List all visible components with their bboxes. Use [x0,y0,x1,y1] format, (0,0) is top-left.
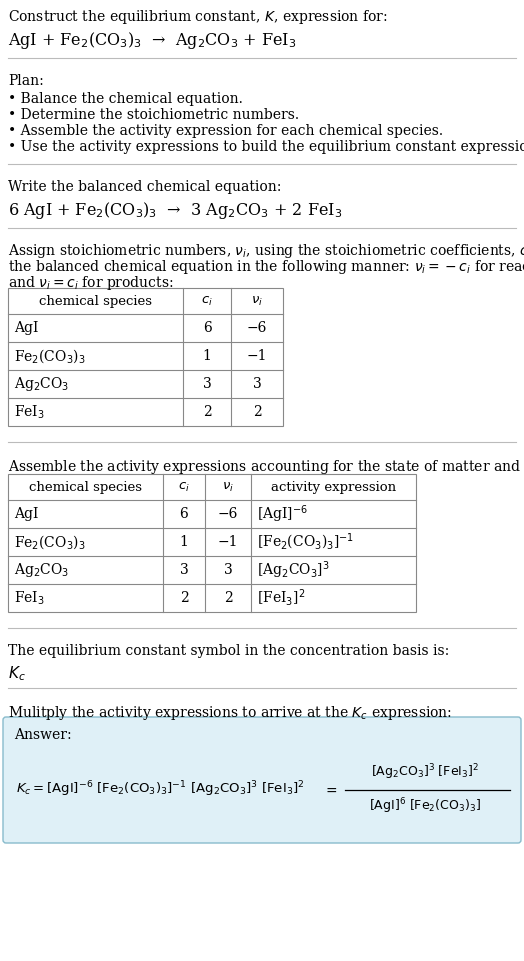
Text: Assemble the activity expressions accounting for the state of matter and $\nu_i$: Assemble the activity expressions accoun… [8,458,524,476]
Text: AgI: AgI [14,321,38,335]
Text: activity expression: activity expression [271,480,396,494]
Bar [8,288,283,426]
Text: • Assemble the activity expression for each chemical species.: • Assemble the activity expression for e… [8,124,443,138]
Text: 2: 2 [203,405,211,419]
Text: 6 AgI + Fe$_2$(CO$_3$)$_3$  →  3 Ag$_2$CO$_3$ + 2 FeI$_3$: 6 AgI + Fe$_2$(CO$_3$)$_3$ → 3 Ag$_2$CO$… [8,200,342,221]
Text: $\nu_i$: $\nu_i$ [222,480,234,494]
FancyBboxPatch shape [3,717,521,843]
Text: Write the balanced chemical equation:: Write the balanced chemical equation: [8,180,281,194]
Text: AgI + Fe$_2$(CO$_3$)$_3$  →  Ag$_2$CO$_3$ + FeI$_3$: AgI + Fe$_2$(CO$_3$)$_3$ → Ag$_2$CO$_3$ … [8,30,297,51]
Text: FeI$_3$: FeI$_3$ [14,404,45,421]
Text: Ag$_2$CO$_3$: Ag$_2$CO$_3$ [14,375,69,393]
Text: −1: −1 [218,535,238,549]
Text: −1: −1 [247,349,267,363]
Text: FeI$_3$: FeI$_3$ [14,589,45,606]
Text: 2: 2 [253,405,261,419]
Text: Assign stoichiometric numbers, $\nu_i$, using the stoichiometric coefficients, $: Assign stoichiometric numbers, $\nu_i$, … [8,242,524,260]
Text: 3: 3 [180,563,188,577]
Text: 3: 3 [253,377,261,391]
Text: [FeI$_3$]$^2$: [FeI$_3$]$^2$ [257,587,305,608]
Text: 3: 3 [224,563,232,577]
Text: 2: 2 [224,591,232,605]
Text: Ag$_2$CO$_3$: Ag$_2$CO$_3$ [14,561,69,579]
Text: [Ag$_2$CO$_3$]$^3$: [Ag$_2$CO$_3$]$^3$ [257,559,330,580]
Text: • Balance the chemical equation.: • Balance the chemical equation. [8,92,243,106]
Text: • Determine the stoichiometric numbers.: • Determine the stoichiometric numbers. [8,108,299,122]
Text: Plan:: Plan: [8,74,43,88]
Text: 3: 3 [203,377,211,391]
Text: [Fe$_2$(CO$_3$)$_3$]$^{-1}$: [Fe$_2$(CO$_3$)$_3$]$^{-1}$ [257,531,354,553]
Text: Mulitply the activity expressions to arrive at the $K_c$ expression:: Mulitply the activity expressions to arr… [8,704,452,722]
Text: $[\mathrm{Ag_2CO_3}]^3\ [\mathrm{FeI_3}]^2$: $[\mathrm{Ag_2CO_3}]^3\ [\mathrm{FeI_3}]… [371,763,479,782]
Text: 6: 6 [203,321,211,335]
Text: 1: 1 [203,349,212,363]
Text: Fe$_2$(CO$_3$)$_3$: Fe$_2$(CO$_3$)$_3$ [14,347,85,365]
Text: chemical species: chemical species [29,480,142,494]
Text: 1: 1 [180,535,189,549]
Text: $[\mathrm{AgI}]^6\ [\mathrm{Fe_2(CO_3)_3}]$: $[\mathrm{AgI}]^6\ [\mathrm{Fe_2(CO_3)_3… [369,797,481,817]
Text: The equilibrium constant symbol in the concentration basis is:: The equilibrium constant symbol in the c… [8,644,449,658]
Text: chemical species: chemical species [39,294,152,308]
Text: the balanced chemical equation in the following manner: $\nu_i = -c_i$ for react: the balanced chemical equation in the fo… [8,258,524,276]
Text: 6: 6 [180,507,188,521]
Text: $c_i$: $c_i$ [178,480,190,494]
Text: Fe$_2$(CO$_3$)$_3$: Fe$_2$(CO$_3$)$_3$ [14,533,85,551]
Text: Construct the equilibrium constant, $K$, expression for:: Construct the equilibrium constant, $K$,… [8,8,388,26]
Text: $K_c$: $K_c$ [8,664,26,682]
Text: $c_i$: $c_i$ [201,294,213,308]
Text: −6: −6 [218,507,238,521]
Text: • Use the activity expressions to build the equilibrium constant expression.: • Use the activity expressions to build … [8,140,524,154]
Text: −6: −6 [247,321,267,335]
Text: $=$: $=$ [323,782,337,797]
Text: $K_c = [\mathrm{AgI}]^{-6}\ [\mathrm{Fe_2(CO_3)_3}]^{-1}\ [\mathrm{Ag_2CO_3}]^{3: $K_c = [\mathrm{AgI}]^{-6}\ [\mathrm{Fe_… [16,779,304,800]
Text: $\nu_i$: $\nu_i$ [251,294,263,308]
Text: 2: 2 [180,591,188,605]
Text: Answer:: Answer: [14,728,72,742]
Text: [AgI]$^{-6}$: [AgI]$^{-6}$ [257,504,308,525]
Text: and $\nu_i = c_i$ for products:: and $\nu_i = c_i$ for products: [8,274,173,292]
Bar [8,474,416,612]
Text: AgI: AgI [14,507,38,521]
